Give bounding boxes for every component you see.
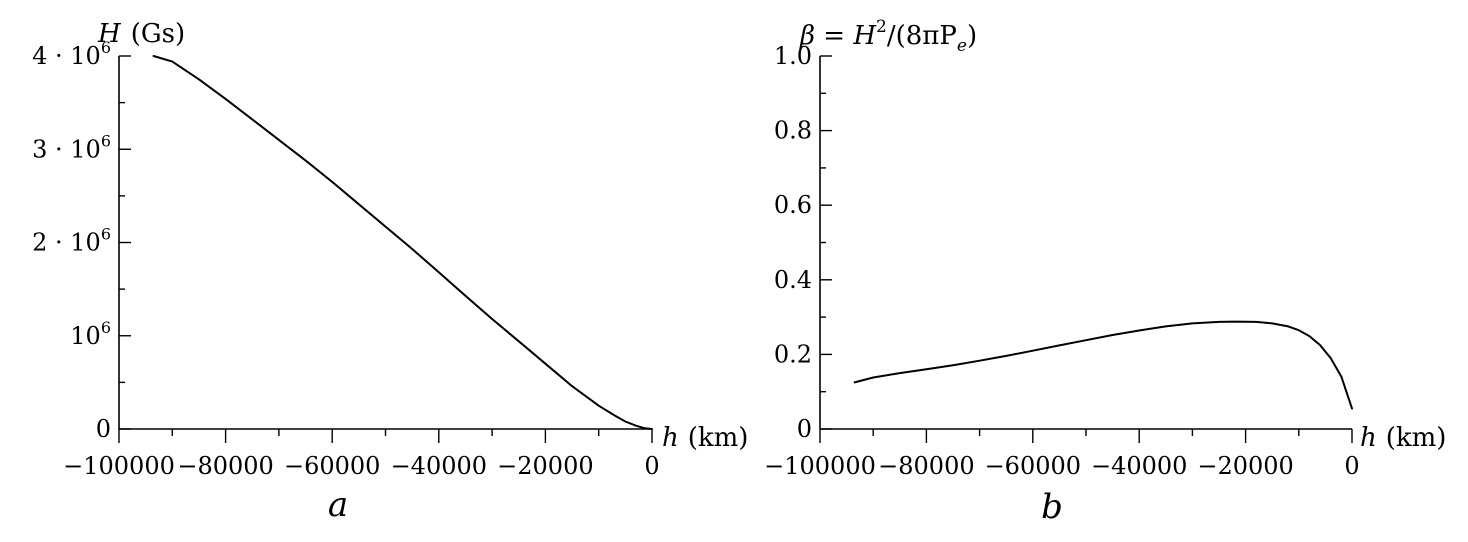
x-tick-label-b: −80000 — [878, 452, 974, 480]
panel-label-a: a — [328, 485, 348, 525]
y-tick-label-a: 3 · 106 — [32, 131, 111, 163]
y-tick-label-b: 1.0 — [774, 42, 812, 70]
x-tick-label-b: −40000 — [1091, 452, 1187, 480]
panel-label-b: b — [1041, 487, 1063, 527]
x-tick-label-a: −20000 — [497, 452, 593, 480]
x-tick-label-b: −20000 — [1197, 452, 1293, 480]
y-tick-label-b: 0.8 — [774, 117, 812, 145]
x-tick-label-b: −60000 — [985, 452, 1081, 480]
y-tick-label-a: 0 — [96, 415, 111, 443]
series-line-b — [853, 320, 1353, 410]
y-tick-label-b: 0.4 — [774, 266, 812, 294]
y-tick-label-a: 106 — [70, 318, 111, 350]
y-axis-label-b: β = H2/(8πPe) — [799, 17, 977, 56]
y-tick-label-b: 0 — [797, 415, 812, 443]
x-tick-label-a: 0 — [644, 452, 659, 480]
x-tick-label-a: −100000 — [63, 452, 175, 480]
series-line-a — [152, 55, 653, 430]
y-tick-label-b: 0.6 — [774, 191, 812, 219]
y-tick-label-a: 2 · 106 — [32, 225, 111, 257]
x-axis-label-a: h (km) — [662, 423, 748, 453]
chart-panel-b: −100000 −80000 −60000 −40000 −20000 0 0 0.2 0.4 0… — [764, 17, 1446, 527]
x-tick-label-a: −80000 — [177, 452, 273, 480]
x-tick-label-a: −60000 — [284, 452, 380, 480]
x-tick-label-b: −100000 — [764, 452, 876, 480]
y-axis-label-a: H (Gs) — [97, 19, 185, 49]
x-tick-label-b: 0 — [1344, 452, 1359, 480]
x-tick-label-a: −40000 — [391, 452, 487, 480]
y-tick-label-a: 4 · 106 — [32, 38, 111, 70]
chart-panel-a: −100000 −80000 −60000 −40000 −20000 0 0 106 2 · … — [32, 19, 748, 525]
y-tick-label-b: 0.2 — [774, 340, 812, 368]
x-axis-label-b: h (km) — [1360, 423, 1446, 453]
